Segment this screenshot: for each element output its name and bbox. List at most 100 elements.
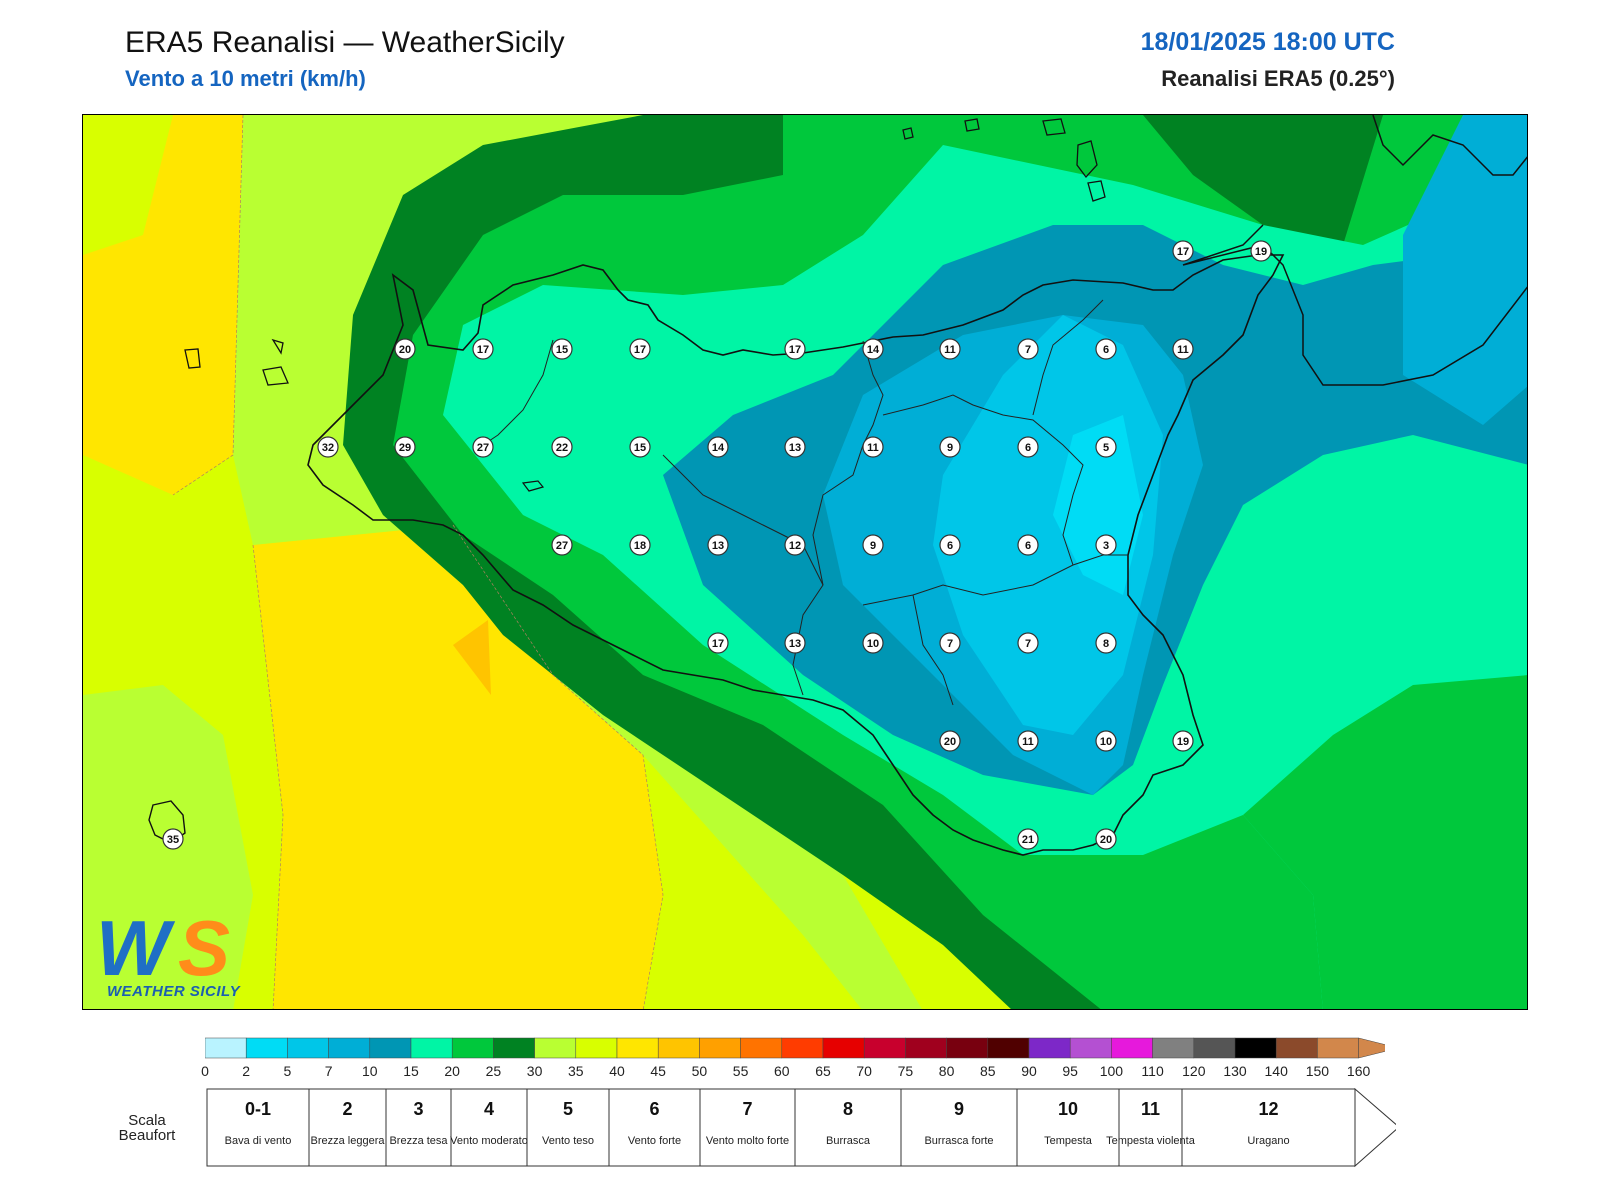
wind-point-value: 11 xyxy=(867,442,879,454)
colorbar-cell xyxy=(287,1037,329,1059)
beaufort-name: Tempesta violenta xyxy=(1106,1135,1195,1147)
wind-point-value: 13 xyxy=(789,638,801,650)
sicily-coastline xyxy=(307,254,1285,856)
colorbar-tick-label: 20 xyxy=(444,1063,460,1079)
wind-point: 17 xyxy=(707,632,729,654)
wind-point-value: 15 xyxy=(634,442,646,454)
page-title: ERA5 Reanalisi — WeatherSicily xyxy=(125,26,565,59)
wind-point-circle xyxy=(862,534,884,556)
beaufort-cell xyxy=(794,1088,902,1167)
data-source: Reanalisi ERA5 (0.25°) xyxy=(1161,66,1395,91)
wind-point: 29 xyxy=(394,436,416,458)
colorbar-tick-label: 0 xyxy=(201,1063,209,1079)
colorbar-tick-label: 5 xyxy=(283,1063,292,1079)
province-border xyxy=(862,554,1128,606)
wind-point-value: 3 xyxy=(1103,540,1109,552)
calabria-coastline xyxy=(1372,115,1527,176)
wind-point: 15 xyxy=(551,338,573,360)
colorbar-cell xyxy=(1234,1037,1277,1059)
contour-line xyxy=(252,544,284,1009)
beaufort-name: Burrasca forte xyxy=(924,1135,994,1147)
wind-point-value: 7 xyxy=(1025,344,1031,356)
wind-point-value: 20 xyxy=(944,736,956,748)
beaufort-name: Bava di vento xyxy=(224,1135,292,1147)
colorbar-cell xyxy=(946,1037,989,1059)
wind-point-value: 19 xyxy=(1177,736,1189,748)
wind-point-value: 20 xyxy=(399,344,411,356)
wind-point-value: 6 xyxy=(1103,344,1109,356)
beaufort-name: Burrasca xyxy=(825,1135,871,1147)
field-20-25-se xyxy=(1243,675,1527,1009)
wind-point-circle xyxy=(707,436,729,458)
wind-point-value: 18 xyxy=(634,540,646,552)
wind-map: 20 17 15 17 17 14 11 7 6 11 32 29 27 22 15 14 13 11 9 6 5 27 1… xyxy=(82,114,1528,1010)
colorbar-cell xyxy=(245,1037,288,1059)
colorbar-tick-label: 140 xyxy=(1264,1063,1288,1079)
wind-point-circle xyxy=(551,436,573,458)
wind-point-circle xyxy=(1095,436,1117,458)
wind-point-circle xyxy=(784,338,806,360)
wind-point: 6 xyxy=(1017,534,1039,556)
wind-point: 9 xyxy=(939,436,961,458)
egadi-islands xyxy=(521,480,545,492)
wind-point-value: 14 xyxy=(867,344,880,356)
wind-point-circle xyxy=(551,338,573,360)
wind-point: 3 xyxy=(1095,534,1117,556)
wind-point: 17 xyxy=(1172,240,1194,262)
colorbar-tick-label: 70 xyxy=(856,1063,872,1079)
colorbar-cell xyxy=(1111,1037,1153,1059)
colorbar-tick-label: 90 xyxy=(1021,1063,1037,1079)
colorbar-tick-label: 60 xyxy=(774,1063,790,1079)
beaufort-cell xyxy=(308,1088,387,1167)
wind-point-circle xyxy=(862,632,884,654)
wind-point-circle xyxy=(707,632,729,654)
wind-point-circle xyxy=(472,338,494,360)
wind-point: 20 xyxy=(939,730,961,752)
colorbar-cell xyxy=(328,1037,371,1059)
calabria-coastline xyxy=(1182,224,1527,386)
wind-point-value: 17 xyxy=(789,344,801,356)
beaufort-number: 0-1 xyxy=(244,1099,272,1119)
wind-point: 7 xyxy=(939,632,961,654)
wind-point-circle xyxy=(862,338,884,360)
beaufort-number: 5 xyxy=(562,1099,574,1119)
wind-point-circle xyxy=(1172,730,1194,752)
wind-point-circle xyxy=(1095,534,1117,556)
colorbar-tick-label: 35 xyxy=(568,1063,584,1079)
wind-point-circle xyxy=(939,632,961,654)
wind-point: 14 xyxy=(707,436,729,458)
wind-point-value: 13 xyxy=(789,442,801,454)
wind-point-value: 6 xyxy=(947,540,953,552)
wind-point-value: 15 xyxy=(556,344,568,356)
field-2-5 xyxy=(1053,415,1143,595)
province-border xyxy=(912,594,954,706)
colorbar-tick-label: 25 xyxy=(485,1063,502,1079)
wind-point-value: 14 xyxy=(712,442,725,454)
wind-point: 13 xyxy=(784,632,806,654)
colorbar-cell xyxy=(616,1037,659,1059)
beaufort-cell xyxy=(1016,1088,1120,1167)
wind-point: 11 xyxy=(1017,730,1039,752)
colorbar-cell xyxy=(1317,1037,1359,1059)
colorbar-cell xyxy=(1193,1037,1236,1059)
beaufort-scale xyxy=(206,1088,1396,1168)
colorbar-arrow xyxy=(1358,1037,1385,1059)
wind-point-circle xyxy=(472,436,494,458)
wind-point-circle xyxy=(1017,436,1039,458)
wind-point-circle xyxy=(1095,730,1117,752)
contour-line xyxy=(452,524,664,1009)
beaufort-cell xyxy=(608,1088,701,1167)
colorbar-tick-label: 7 xyxy=(324,1063,333,1079)
beaufort-name: Brezza tesa xyxy=(389,1135,448,1147)
wind-point: 6 xyxy=(939,534,961,556)
colorbar-cell xyxy=(451,1037,494,1059)
field-5-7 xyxy=(933,315,1163,735)
wind-point: 12 xyxy=(784,534,806,556)
colorbar-tick-label: 150 xyxy=(1305,1063,1330,1079)
wind-point-value: 5 xyxy=(1103,442,1109,454)
wind-point-circle xyxy=(629,534,651,556)
wind-point: 32 xyxy=(317,436,339,458)
wind-point-value: 13 xyxy=(712,540,724,552)
colorbar-tick-label: 75 xyxy=(897,1063,914,1079)
wind-point-circle xyxy=(394,436,416,458)
